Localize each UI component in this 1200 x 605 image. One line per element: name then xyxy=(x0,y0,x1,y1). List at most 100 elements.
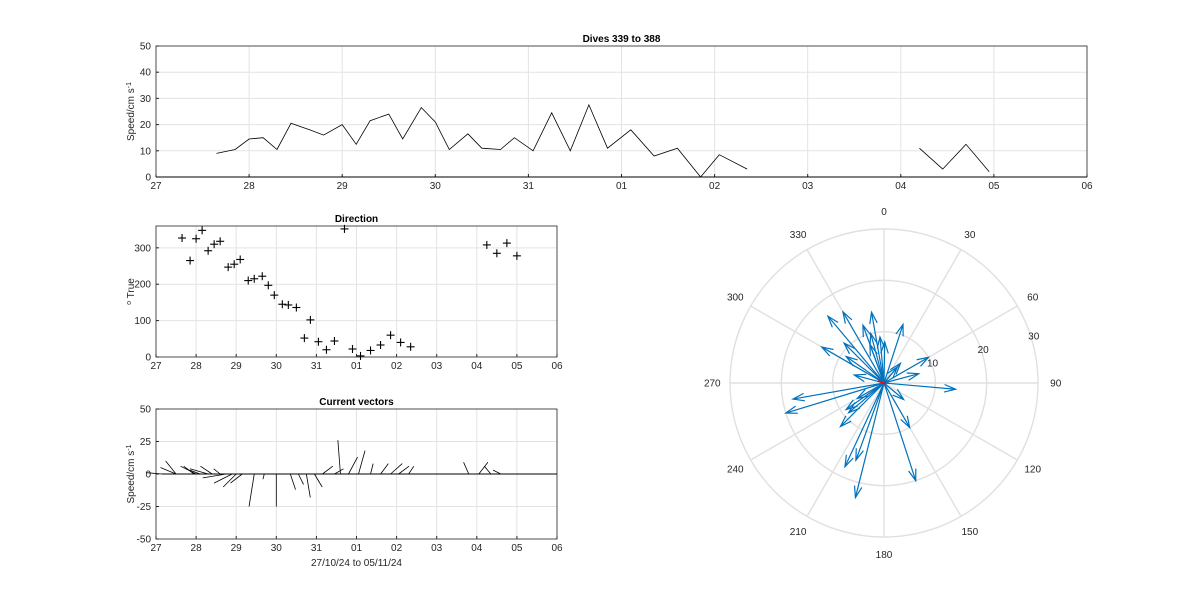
polar-vector-shaft xyxy=(827,315,885,384)
polar-vector-shaft xyxy=(855,382,885,461)
y-tick-label: 30 xyxy=(140,94,152,105)
current-vector xyxy=(180,465,197,475)
current-vector xyxy=(484,465,492,475)
polar-theta-label: 60 xyxy=(1027,293,1039,304)
direction-point xyxy=(264,281,273,290)
direction-point xyxy=(270,291,279,300)
polar-vector-shaft xyxy=(792,382,885,400)
y-tick-label: 0 xyxy=(145,173,151,184)
direction-point xyxy=(198,226,207,235)
direction-point xyxy=(376,340,385,349)
polar-vector xyxy=(883,382,906,401)
y-axis-label: Speed/cm s-1 xyxy=(126,82,138,141)
x-tick-label: 06 xyxy=(1081,181,1093,192)
x-tick-label: 31 xyxy=(523,181,535,192)
current-vector xyxy=(478,462,489,475)
polar-vector xyxy=(876,335,886,384)
polar-vector xyxy=(844,355,885,384)
polar-vector xyxy=(869,331,885,384)
polar-vector-shaft xyxy=(883,341,886,384)
polar-vector xyxy=(880,340,889,384)
polar-vector-head xyxy=(892,388,906,401)
current-vector xyxy=(305,473,311,498)
current-vector xyxy=(370,463,374,475)
polar-ring xyxy=(729,228,1039,538)
polar-vector-shaft xyxy=(857,382,885,399)
polar-vector xyxy=(847,382,885,414)
y-tick-label: -50 xyxy=(137,535,152,546)
polar-theta-label: 300 xyxy=(727,293,744,304)
polar-vector-head xyxy=(844,355,858,367)
polar-vector-head xyxy=(839,415,852,428)
y-tick-label: 0 xyxy=(145,470,151,481)
current-vector xyxy=(492,469,502,475)
polar-vector-head xyxy=(826,314,839,328)
y-tick-label: 50 xyxy=(140,405,152,416)
current-vector xyxy=(146,472,163,475)
polar-vector xyxy=(791,382,885,402)
x-tick-label: 03 xyxy=(802,181,814,192)
polar-vector xyxy=(862,323,885,384)
polar-vector xyxy=(841,310,885,384)
direction-point xyxy=(348,344,357,353)
polar-r-label: 30 xyxy=(1028,331,1040,342)
x-tick-label: 06 xyxy=(551,361,563,372)
y-tick-label: 10 xyxy=(140,146,152,157)
direction-point xyxy=(356,351,365,360)
x-tick-label: 02 xyxy=(391,361,403,372)
current-vector xyxy=(213,468,221,475)
x-tick-label: 04 xyxy=(471,361,483,372)
y-tick-label: 200 xyxy=(134,280,151,291)
x-tick-label: 01 xyxy=(351,543,363,554)
polar-vector xyxy=(883,382,917,483)
polar-vector-shaft xyxy=(843,342,885,384)
current-vector xyxy=(160,467,177,475)
y-tick-label: 300 xyxy=(134,243,151,254)
direction-point xyxy=(406,342,415,351)
polar-vector-shaft xyxy=(883,382,905,400)
y-axis-label-superscript: -1 xyxy=(126,444,133,450)
polar-vector-head xyxy=(908,468,917,483)
direction-point xyxy=(306,315,315,324)
x-tick-label: 31 xyxy=(311,361,323,372)
x-tick-label: 05 xyxy=(511,543,523,554)
x-tick-label: 01 xyxy=(616,181,628,192)
polar-vector-head xyxy=(842,341,856,355)
polar-vector-shaft xyxy=(870,333,885,384)
polar-vector xyxy=(883,382,911,430)
direction-point xyxy=(300,334,309,343)
polar-vector-shaft xyxy=(845,356,885,384)
current-vector xyxy=(463,462,470,475)
polar-vector-shaft xyxy=(883,356,929,384)
direction-point xyxy=(292,303,301,312)
direction-point xyxy=(236,255,245,264)
y-tick-label: 40 xyxy=(140,68,152,79)
direction-point xyxy=(178,234,187,243)
y-axis-label-text: True xyxy=(126,278,137,299)
y-axis-label-text: Speed/cm s xyxy=(126,88,137,141)
polar-vector xyxy=(855,382,885,400)
direction-point xyxy=(482,240,491,249)
x-tick-label: 28 xyxy=(244,181,256,192)
polar-vector xyxy=(783,382,885,414)
polar-vector-head xyxy=(791,392,805,402)
y-tick-label: 50 xyxy=(140,42,152,53)
polar-vector-shaft xyxy=(848,382,885,414)
current-vector xyxy=(189,468,209,475)
x-tick-label: 03 xyxy=(431,543,443,554)
x-tick-label: 05 xyxy=(511,361,523,372)
direction-point xyxy=(278,300,287,309)
polar-spoke xyxy=(883,382,1018,461)
x-tick-label: 02 xyxy=(709,181,721,192)
current-vector xyxy=(398,465,410,475)
polar-vector-head xyxy=(841,310,853,324)
current-vector xyxy=(380,463,389,475)
polar-vector-head xyxy=(844,399,858,411)
x-tick-label: 05 xyxy=(988,181,1000,192)
direction-point xyxy=(322,345,331,354)
current-vector xyxy=(202,473,227,479)
polar-ring xyxy=(780,279,988,487)
current-vector xyxy=(390,463,403,475)
y-tick-label: 25 xyxy=(140,437,152,448)
